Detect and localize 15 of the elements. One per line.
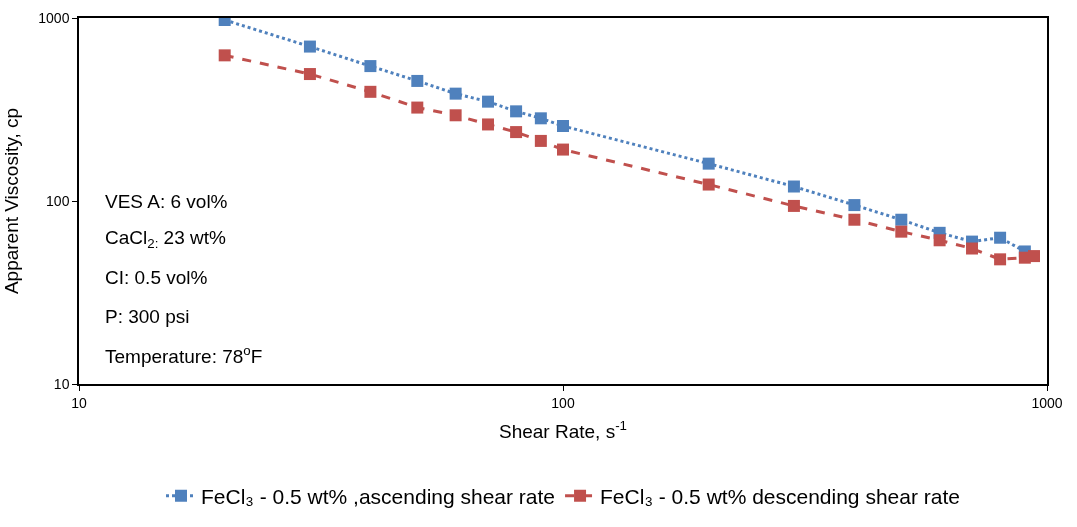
- y-tick-label: 1000: [38, 9, 70, 26]
- y-tick-label: 10: [53, 375, 70, 392]
- y-tick-label: 100: [46, 192, 70, 209]
- x-axis-title: Shear Rate, s$^{-1}$: [499, 417, 627, 442]
- annotation: CI: 0.5 vol%: [105, 267, 208, 288]
- annotation: P: 300 psi: [105, 306, 190, 327]
- x-tick-label: 100: [551, 394, 575, 411]
- annotation: Temperature: 78$^{o}$F: [105, 343, 263, 367]
- legend-label: FeCl₃ - 0.5 wt% ,ascending shear rate: [201, 484, 556, 508]
- annotation: VES A: 6 vol%: [105, 191, 228, 212]
- annotation: CaCl$_{2:}$ 23 wt%: [105, 227, 227, 251]
- x-tick-label: 10: [71, 394, 87, 411]
- legend-label: FeCl₃ - 0.5 wt% descending shear rate: [600, 484, 960, 508]
- x-tick-label: 1000: [1031, 394, 1063, 411]
- y-axis-title: Apparent Viscosity, cp: [0, 107, 22, 295]
